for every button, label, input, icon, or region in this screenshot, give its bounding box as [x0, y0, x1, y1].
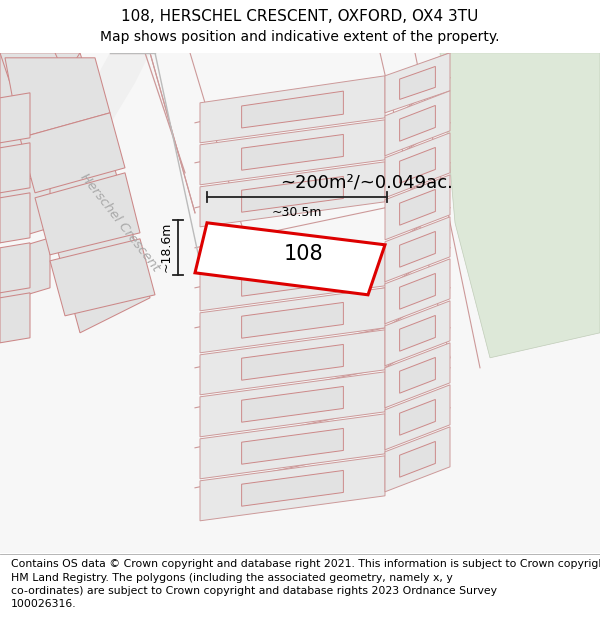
Polygon shape	[0, 242, 30, 292]
Polygon shape	[35, 173, 140, 255]
Polygon shape	[65, 242, 150, 332]
Polygon shape	[400, 399, 436, 435]
Polygon shape	[0, 192, 30, 242]
Polygon shape	[385, 132, 450, 198]
Text: Herschel Crescent: Herschel Crescent	[77, 171, 163, 274]
Polygon shape	[400, 441, 436, 478]
Polygon shape	[385, 175, 450, 240]
Polygon shape	[242, 261, 343, 296]
Polygon shape	[400, 231, 436, 268]
Polygon shape	[200, 414, 385, 479]
Polygon shape	[400, 357, 436, 393]
Polygon shape	[385, 427, 450, 492]
Polygon shape	[385, 342, 450, 408]
Polygon shape	[0, 52, 80, 128]
Polygon shape	[0, 52, 105, 168]
Text: Map shows position and indicative extent of the property.: Map shows position and indicative extent…	[100, 30, 500, 44]
Polygon shape	[0, 238, 50, 302]
Polygon shape	[242, 471, 343, 506]
Polygon shape	[400, 66, 436, 99]
Polygon shape	[0, 107, 55, 177]
Polygon shape	[0, 52, 150, 242]
Polygon shape	[400, 148, 436, 183]
Polygon shape	[0, 52, 80, 112]
Polygon shape	[200, 372, 385, 437]
Polygon shape	[242, 344, 343, 380]
Polygon shape	[200, 120, 385, 185]
Polygon shape	[242, 134, 343, 170]
Polygon shape	[400, 274, 436, 309]
Polygon shape	[385, 385, 450, 450]
Polygon shape	[195, 222, 385, 295]
Text: 108, HERSCHEL CRESCENT, OXFORD, OX4 3TU: 108, HERSCHEL CRESCENT, OXFORD, OX4 3TU	[121, 9, 479, 24]
Polygon shape	[0, 173, 50, 242]
Text: 108: 108	[284, 244, 323, 264]
Polygon shape	[242, 386, 343, 423]
Polygon shape	[200, 330, 385, 395]
Polygon shape	[242, 91, 343, 128]
Polygon shape	[20, 112, 125, 192]
Polygon shape	[200, 162, 385, 227]
Polygon shape	[35, 132, 120, 222]
Polygon shape	[242, 302, 343, 338]
Text: ~200m²/~0.049ac.: ~200m²/~0.049ac.	[280, 174, 453, 192]
Polygon shape	[400, 316, 436, 351]
Polygon shape	[50, 239, 155, 316]
Polygon shape	[0, 142, 30, 192]
Polygon shape	[200, 288, 385, 352]
Polygon shape	[5, 58, 110, 138]
Polygon shape	[385, 301, 450, 366]
Polygon shape	[50, 188, 135, 278]
Polygon shape	[400, 106, 436, 141]
Polygon shape	[385, 259, 450, 324]
Polygon shape	[385, 217, 450, 282]
Text: ~30.5m: ~30.5m	[272, 206, 322, 219]
Polygon shape	[440, 52, 600, 357]
Polygon shape	[385, 91, 450, 156]
Polygon shape	[385, 52, 450, 112]
Polygon shape	[242, 176, 343, 212]
Polygon shape	[200, 456, 385, 521]
Polygon shape	[400, 189, 436, 225]
Polygon shape	[200, 76, 385, 142]
Text: ~18.6m: ~18.6m	[160, 222, 173, 272]
Polygon shape	[0, 292, 30, 342]
Polygon shape	[0, 92, 30, 142]
Text: Contains OS data © Crown copyright and database right 2021. This information is : Contains OS data © Crown copyright and d…	[11, 559, 600, 609]
Polygon shape	[242, 429, 343, 464]
Polygon shape	[200, 246, 385, 311]
